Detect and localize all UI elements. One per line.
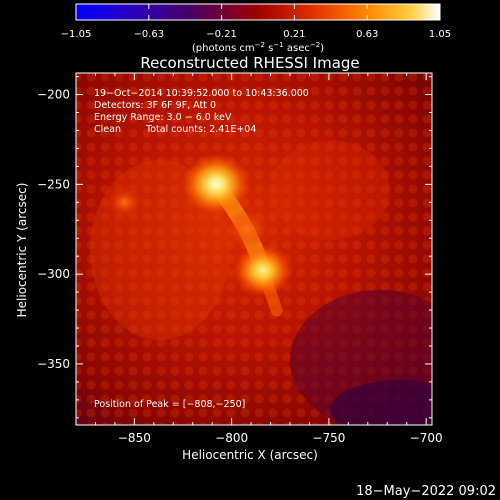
annotation-energy-range: Energy Range: 3.0 − 6.0 keV <box>94 112 232 123</box>
annotation-total-counts: Total counts: 2.41E+04 <box>145 124 256 135</box>
x-axis-ticks: −850 −800 −750 −700 <box>94 73 443 445</box>
colorbar-tick-label: −0.21 <box>206 29 237 40</box>
emission-source <box>233 244 293 298</box>
colorbar-tick-label: −0.63 <box>133 29 164 40</box>
annotation-peak-position: Position of Peak = [−808,−250] <box>94 399 245 410</box>
x-tick-label: −800 <box>215 431 248 445</box>
heatmap-image <box>76 73 432 425</box>
emission-source <box>224 208 270 250</box>
emission-source <box>182 153 251 215</box>
timestamp: 18−May−2022 09:02 <box>356 484 496 499</box>
x-tick-label: −700 <box>410 431 443 445</box>
colorbar-tick-label: 1.05 <box>429 29 451 40</box>
colorbar <box>75 3 441 21</box>
y-tick-label: −350 <box>37 357 70 371</box>
colorbar-tick-label: 0.21 <box>283 29 305 40</box>
x-tick-label: −750 <box>312 431 345 445</box>
annotation-time-range: 19−Oct−2014 10:39:52.000 to 10:43:36.000 <box>94 88 309 99</box>
y-axis-ticks: −200 −250 −300 −350 <box>37 76 432 419</box>
y-tick-label: −250 <box>37 177 70 191</box>
annotation-clean: Clean <box>94 124 121 135</box>
colorbar-ticks: −1.05 −0.63 −0.21 0.21 0.63 1.05 <box>61 4 451 40</box>
colorbar-tick-label: −1.05 <box>61 29 92 40</box>
x-tick-label: −850 <box>118 431 151 445</box>
y-tick-label: −300 <box>37 267 70 281</box>
plot-frame <box>75 72 433 426</box>
colorbar-units: (photons cm−2 s−1 asec−2) <box>192 41 324 54</box>
colorbar-tick-label: 0.63 <box>356 29 378 40</box>
y-tick-label: −200 <box>37 88 70 102</box>
emission-source <box>106 186 143 219</box>
emission-sources <box>106 153 293 317</box>
x-axis-label: Heliocentric X (arcsec) <box>182 448 318 462</box>
annotation-detectors: Detectors: 3F 6F 9F, Att 0 <box>94 100 216 111</box>
y-axis-label: Heliocentric Y (arcsec) <box>15 183 29 318</box>
chart-title: Reconstructed RHESSI Image <box>140 54 359 72</box>
